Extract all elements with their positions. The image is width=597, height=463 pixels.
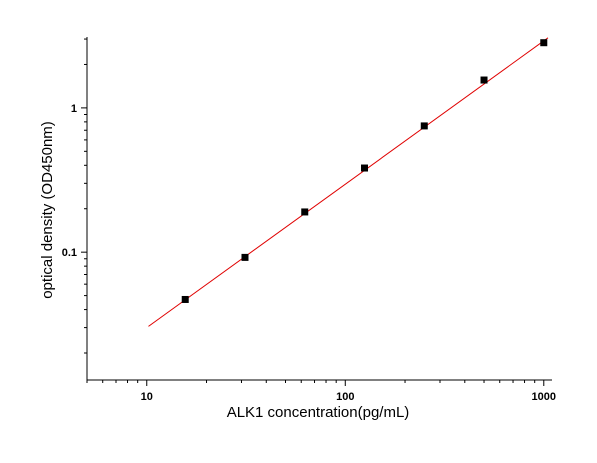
point [241,253,249,261]
fit-line [148,37,549,327]
y-axis-label: optical density (OD450nm) [39,121,56,299]
point [301,208,309,216]
point [420,122,428,130]
y-tick-label: 1 [71,103,77,115]
x-tick-label: 1000 [532,391,556,403]
y-tick-label: 0.1 [62,247,77,259]
x-tick-label: 10 [141,391,153,403]
point [181,295,189,303]
x-axis-label: ALK1 concentration(pg/mL) [227,404,410,421]
x-tick-label: 100 [336,391,354,403]
point [480,76,488,84]
point [540,39,548,47]
point [361,164,369,172]
